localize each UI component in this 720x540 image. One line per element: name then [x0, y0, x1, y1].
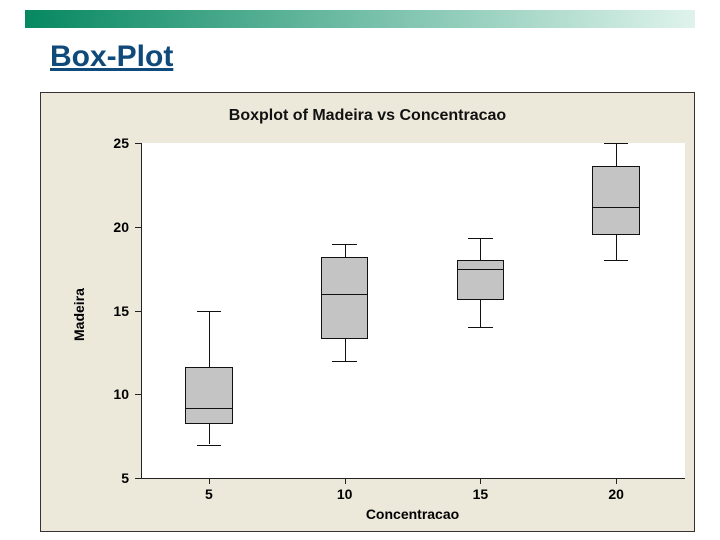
whisker-cap	[332, 361, 356, 362]
xtick-label: 20	[608, 486, 624, 502]
ytick-mark	[135, 143, 141, 144]
boxplot-chart: Boxplot of Madeira vs Concentracao Madei…	[40, 92, 695, 532]
ytick-mark	[135, 478, 141, 479]
ytick-mark	[135, 394, 141, 395]
xtick-mark	[345, 478, 346, 484]
whisker-cap	[468, 327, 492, 328]
ytick-mark	[135, 227, 141, 228]
ytick-label: 25	[41, 135, 129, 151]
xtick-mark	[616, 478, 617, 484]
whisker-line	[480, 238, 481, 260]
whisker-cap	[197, 445, 221, 446]
whisker-cap	[197, 311, 221, 312]
box	[185, 367, 233, 424]
whisker-cap	[604, 143, 628, 144]
chart-title: Boxplot of Madeira vs Concentracao	[41, 107, 694, 125]
xtick-label: 5	[205, 486, 213, 502]
whisker-line	[480, 300, 481, 327]
median-line	[321, 294, 369, 295]
box	[592, 166, 640, 235]
ytick-mark	[135, 311, 141, 312]
whisker-cap	[604, 260, 628, 261]
whisker-line	[209, 424, 210, 444]
whisker-line	[616, 143, 617, 166]
median-line	[592, 207, 640, 208]
box	[321, 257, 369, 339]
whisker-line	[616, 235, 617, 260]
xtick-mark	[209, 478, 210, 484]
header-bar	[25, 10, 695, 28]
ytick-label: 15	[41, 303, 129, 319]
whisker-line	[345, 339, 346, 361]
median-line	[457, 269, 505, 270]
xtick-mark	[480, 478, 481, 484]
x-axis-label: Concentracao	[141, 506, 684, 522]
ytick-label: 10	[41, 386, 129, 402]
xtick-label: 10	[337, 486, 353, 502]
whisker-cap	[468, 238, 492, 239]
whisker-line	[209, 311, 210, 368]
ytick-label: 5	[41, 470, 129, 486]
xtick-label: 15	[473, 486, 489, 502]
slide-title: Box-Plot	[50, 40, 173, 74]
box	[457, 260, 505, 300]
whisker-line	[345, 244, 346, 257]
median-line	[185, 408, 233, 409]
whisker-cap	[332, 244, 356, 245]
ytick-label: 20	[41, 219, 129, 235]
